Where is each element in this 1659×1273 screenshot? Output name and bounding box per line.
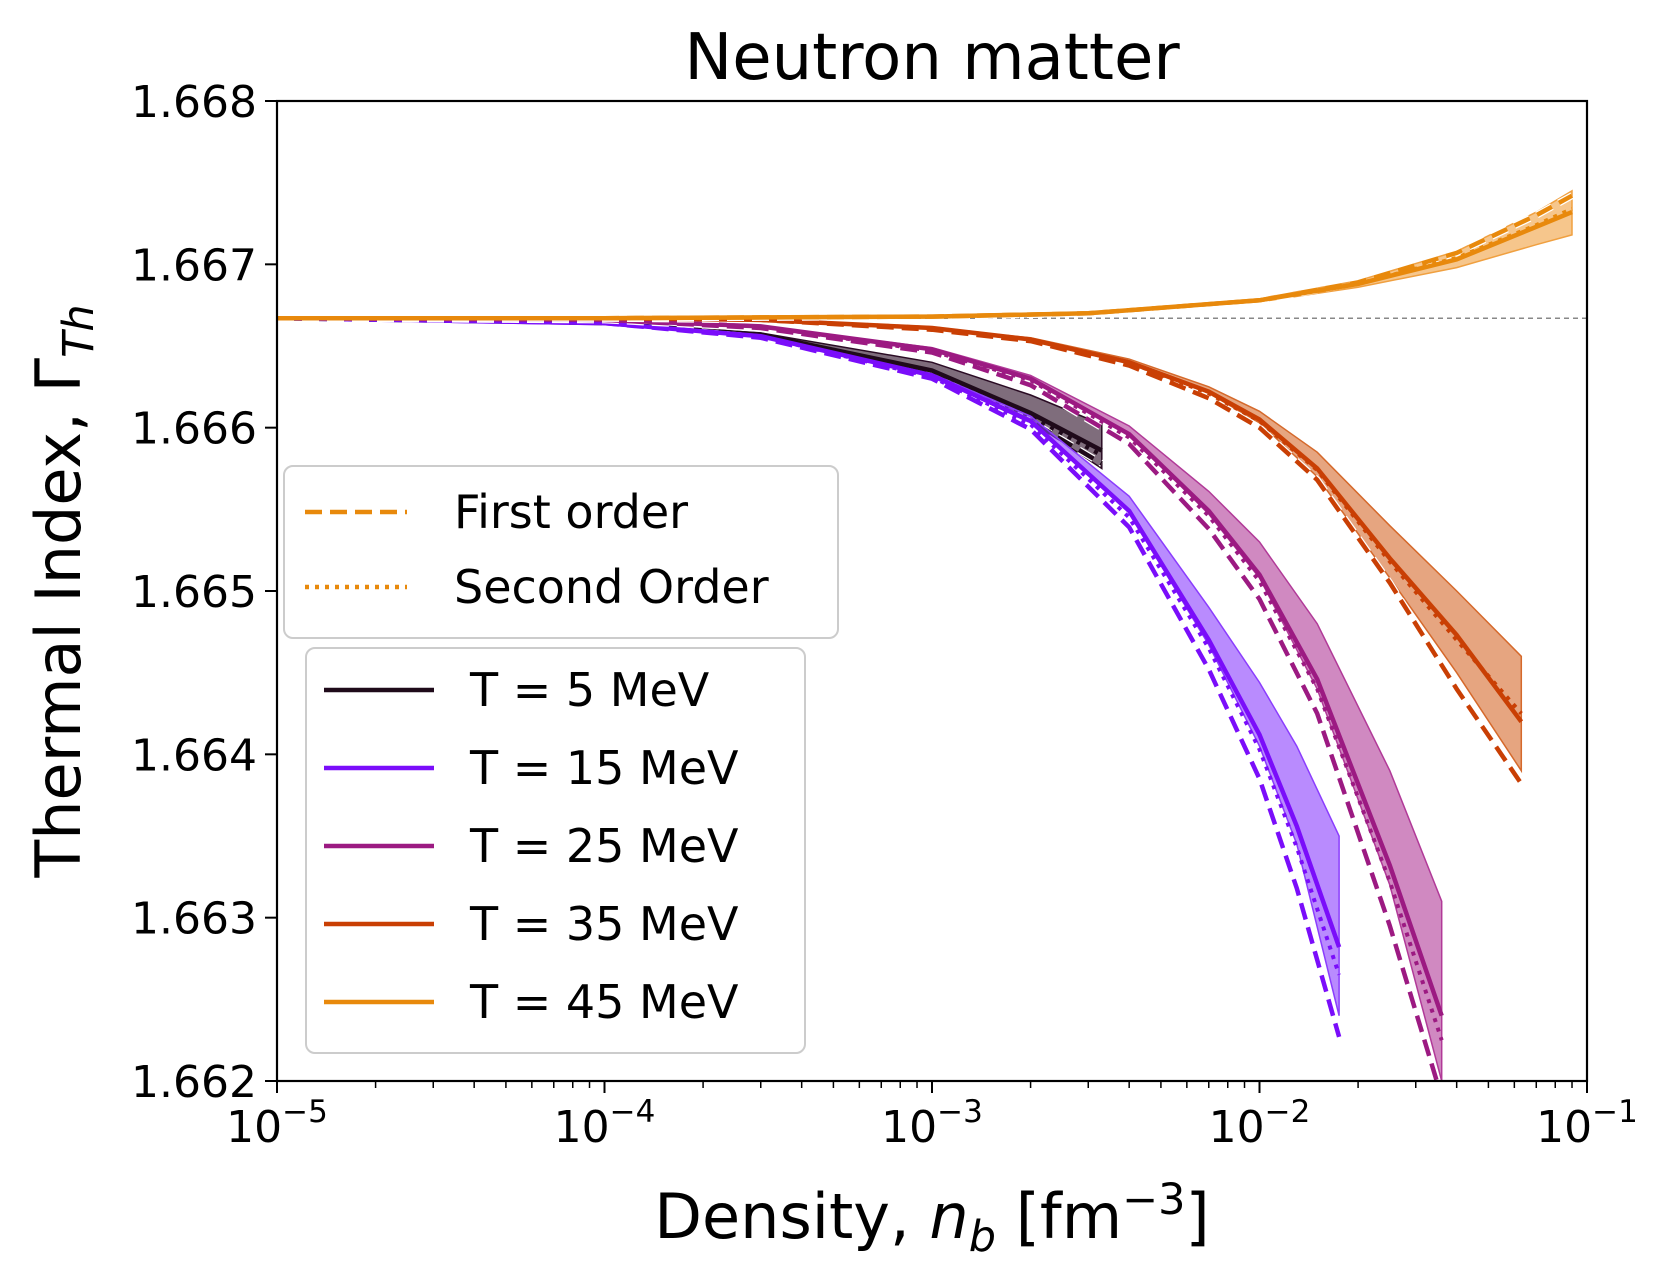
x-tick-label-exp: −4	[610, 1094, 656, 1130]
x-tick-label-base: 10	[226, 1102, 282, 1153]
x-tick-label: 10−2	[1209, 1094, 1311, 1153]
chart-title: Neutron matter	[684, 21, 1180, 95]
first-order-halo-t45	[277, 192, 1574, 322]
y-tick-label: 1.666	[131, 404, 257, 455]
band-t45	[277, 189, 1573, 319]
x-tick-label-exp: −2	[1265, 1094, 1311, 1130]
series-t45	[277, 189, 1574, 322]
x-axis-label-sub: b	[969, 1212, 996, 1262]
x-tick-label-base: 10	[881, 1102, 937, 1153]
y-tick-label: 1.667	[131, 240, 257, 291]
series-t25	[277, 314, 1444, 1081]
x-tick-label: 10−5	[226, 1094, 328, 1153]
x-tick-label-base: 10	[1209, 1102, 1265, 1153]
line-t15	[277, 315, 1342, 948]
legend-t5-label: T = 5 MeV	[469, 663, 710, 717]
x-tick-label-exp: −3	[937, 1094, 983, 1130]
y-tick-label: 1.665	[131, 567, 257, 618]
first-order-line-t45	[277, 193, 1574, 321]
style-legend-frame	[283, 465, 839, 639]
line-t25	[277, 315, 1444, 1017]
x-axis-label-prefix: Density,	[654, 1180, 929, 1253]
legend-t15-label: T = 15 MeV	[469, 741, 739, 795]
x-tick-label-exp: −5	[282, 1094, 328, 1130]
temperature-legend: T = 5 MeV T = 15 MeV T = 25 MeV T = 35 M…	[305, 647, 806, 1054]
y-axis-label-symbol: Γ	[22, 357, 95, 392]
x-axis-label-unit-close: ]	[1186, 1180, 1210, 1253]
x-tick-label: 10−3	[881, 1094, 983, 1153]
series-t15	[277, 314, 1343, 1038]
y-tick-label: 1.664	[131, 730, 257, 781]
temperature-legend-frame	[305, 647, 806, 1054]
legend-first-order-label: First order	[454, 485, 688, 539]
x-axis-label-unit-open: [fm	[996, 1180, 1122, 1253]
legend-t45-label: T = 45 MeV	[469, 975, 739, 1029]
x-tick-label: 10−4	[554, 1094, 656, 1153]
x-axis-label: Density, nb [fm−3]	[654, 1175, 1209, 1262]
style-legend: First order Second Order	[283, 465, 839, 639]
y-axis-label-prefix: Thermal Index,	[22, 392, 95, 878]
y-tick-label: 1.663	[131, 894, 257, 945]
x-axis-label-var: n	[929, 1180, 968, 1253]
line-t45	[277, 210, 1573, 321]
y-tick-label: 1.668	[131, 77, 257, 128]
y-axis-label-sub: Th	[54, 304, 104, 358]
second-order-line-t45	[277, 206, 1573, 321]
y-tick-label: 1.662	[131, 1057, 257, 1108]
x-axis-label-unit-sup: −3	[1122, 1175, 1185, 1225]
legend-second-order-label: Second Order	[454, 560, 769, 614]
legend-t25-label: T = 25 MeV	[469, 819, 739, 873]
x-tick-label: 10−1	[1536, 1094, 1638, 1153]
x-tick-label-exp: −1	[1592, 1094, 1638, 1130]
plot-area	[277, 189, 1587, 1081]
y-axis-label: Thermal Index, ΓTh	[22, 304, 104, 878]
x-tick-label-base: 10	[1536, 1102, 1592, 1153]
legend-t35-label: T = 35 MeV	[469, 897, 739, 951]
x-tick-label-base: 10	[554, 1102, 610, 1153]
